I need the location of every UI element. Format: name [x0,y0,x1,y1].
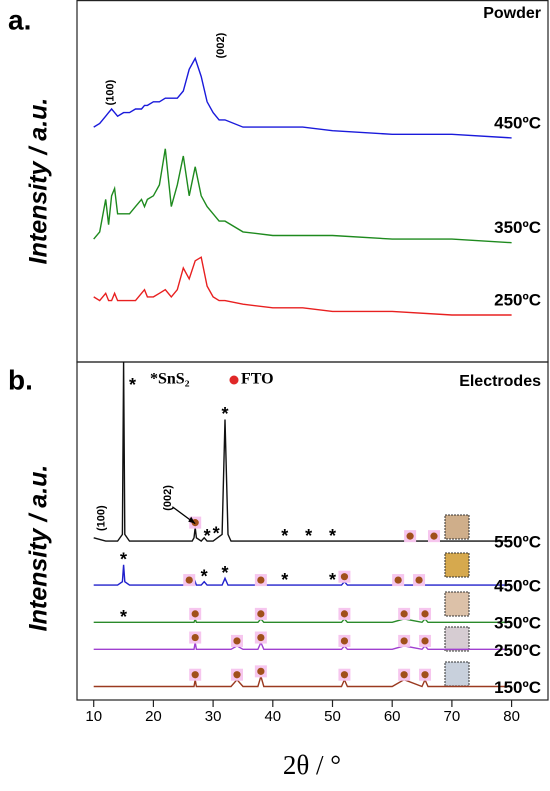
series-label: 350ºC [494,614,541,633]
series-label: 250ºC [494,641,541,660]
fto-marker [233,637,241,645]
fto-marker [185,576,193,584]
series-line [93,256,512,316]
sns2-marker: * [120,607,127,627]
x-tick-label: 70 [444,708,461,725]
sample-thumbnails [444,514,470,687]
fto-marker [340,573,349,581]
arrow-head [188,516,196,524]
series-line [93,640,512,651]
fto-marker [421,671,429,679]
series-label: 450ºC [494,577,541,596]
x-tick-label: 50 [324,708,341,725]
sns2-marker: * [201,566,208,586]
series-label: 150ºC [494,678,541,697]
peak-annotation: (002) [162,485,174,511]
fto-marker [400,610,408,618]
panel-label: b. [8,364,33,395]
series-line [93,148,512,244]
fto-marker [257,667,265,675]
fto-marker [257,610,265,618]
x-tick-label: 10 [85,708,102,725]
series-label: 450ºC [494,113,541,132]
legend-label: *SnS₂ [150,371,190,388]
panel-label: a. [8,4,31,35]
fto-marker [415,576,423,584]
series-line [93,56,512,139]
fto-marker [430,532,438,540]
fto-marker [340,637,349,645]
fto-marker [191,671,199,679]
series-line [93,673,512,688]
fto-marker [340,610,349,618]
sns2-marker: * [305,526,312,546]
series-label: 350ºC [494,218,541,237]
thumbnail [444,552,470,578]
x-axis-label: 2θ / ° [283,750,341,780]
thumbnail [444,514,470,540]
x-tick-label: 60 [384,708,401,725]
fto-marker [400,671,408,679]
legend-label: FTO [241,371,274,388]
series-label: 250ºC [494,291,541,310]
sns2-marker: * [222,404,229,424]
fto-marker [421,637,429,645]
peak-annotation: (002) [215,32,227,58]
sns2-marker: * [129,375,136,395]
legend-dot [229,375,239,385]
series-line [93,616,512,624]
panel-b-frame [76,361,549,701]
fto-marker [406,532,414,540]
fto-marker [421,610,429,618]
x-tick-label: 80 [503,708,520,725]
peak-annotation: (100) [104,79,116,105]
x-tick-label: 20 [145,708,162,725]
sns2-marker: * [329,526,336,546]
thumbnail [444,626,470,652]
y-axis-label: Intensity / a.u. [25,465,53,632]
fto-marker [191,610,199,618]
fto-marker [340,671,349,679]
fto-marker [233,671,241,679]
sns2-marker: * [281,570,288,590]
sns2-marker: * [213,524,220,544]
fto-marker [394,576,402,584]
panel-title: Powder [483,5,541,22]
fto-marker [400,637,408,645]
y-axis-label: Intensity / a.u. [25,98,53,265]
x-tick-label: 40 [264,708,281,725]
peak-annotation: (100) [95,505,107,531]
fto-marker [257,576,265,584]
fto-marker [257,633,265,642]
sns2-marker: * [329,570,336,590]
series-label: 550ºC [494,533,541,552]
thumbnail [444,661,470,687]
fto-marker [191,633,199,642]
panel-title: Electrodes [459,373,541,390]
thumbnail [444,591,470,617]
series-line [93,361,512,543]
sns2-marker: * [222,563,229,583]
x-tick-label: 30 [205,708,222,725]
sns2-marker: * [281,526,288,546]
sns2-marker: * [120,550,127,570]
sns2-marker: * [204,526,211,546]
